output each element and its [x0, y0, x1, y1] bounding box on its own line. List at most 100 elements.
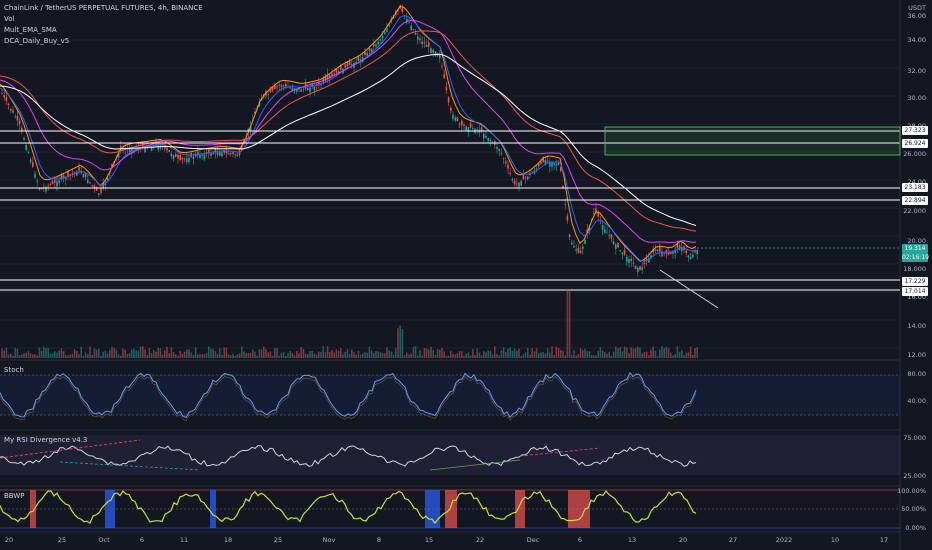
candle-body: [175, 154, 177, 157]
volume-bar: [436, 349, 439, 358]
volume-bar: [194, 347, 197, 358]
price-tick: 32.00: [907, 67, 926, 75]
volume-bar: [326, 346, 329, 358]
volume-bar: [502, 347, 505, 358]
volume-bar: [285, 355, 287, 358]
volume-bar: [73, 349, 76, 358]
stoch-title[interactable]: Stoch: [4, 366, 24, 374]
candle-body: [309, 87, 311, 93]
candle-body: [573, 246, 575, 248]
volume-bar: [331, 349, 333, 358]
candle-body: [472, 128, 474, 129]
rsi-tick: 25.000: [903, 472, 926, 480]
candle-body: [434, 51, 437, 56]
volume-bar: [293, 355, 296, 358]
candle-body: [674, 249, 676, 253]
volume-bar: [667, 348, 670, 358]
volume-bar: [252, 349, 254, 358]
volume-bar: [381, 353, 384, 358]
candle-body: [324, 76, 327, 81]
volume-bar: [579, 348, 582, 358]
volume-bar: [322, 346, 324, 358]
volume-bar: [443, 351, 445, 358]
volume-bar: [164, 350, 166, 358]
volume-bar: [489, 350, 492, 358]
candle-body: [344, 64, 346, 68]
date-label: 18: [223, 536, 233, 544]
candle-body: [373, 44, 375, 47]
volume-bar: [139, 346, 142, 358]
volume-bar: [634, 348, 637, 358]
volume-bar: [170, 347, 173, 358]
volume-bar: [533, 351, 536, 358]
candle-body: [593, 212, 595, 214]
volume-bar: [542, 352, 544, 358]
volume-bar: [289, 350, 291, 358]
volume-bar: [291, 352, 294, 358]
candle-body: [538, 163, 540, 167]
indicator-vol[interactable]: Vol: [4, 15, 15, 23]
volume-bar: [203, 354, 206, 358]
volume-bar: [421, 355, 423, 358]
volume-bar: [287, 352, 289, 358]
candle-body: [419, 38, 421, 40]
volume-bar: [342, 354, 344, 358]
volume-bar: [386, 347, 388, 358]
candle-body: [606, 232, 608, 234]
bbwp-title[interactable]: BBWP: [4, 492, 25, 500]
volume-bar: [298, 353, 300, 358]
candle-body: [579, 250, 582, 254]
price-tick: 16.00: [907, 293, 926, 301]
candle-body: [120, 146, 122, 150]
volume-bar: [681, 349, 683, 358]
candle-body: [366, 52, 368, 56]
volume-bar: [582, 350, 584, 358]
volume-bar: [597, 350, 599, 358]
volume-bar: [25, 352, 27, 358]
volume-bar: [604, 352, 606, 358]
rsi-title[interactable]: My RSI Divergence v4.3: [4, 436, 88, 444]
volume-bar: [122, 348, 124, 358]
volume-bar: [630, 347, 632, 358]
volume-bar: [348, 353, 351, 358]
candle-body: [58, 180, 60, 183]
volume-bar: [568, 291, 571, 358]
candle-body: [467, 127, 470, 132]
volume-bar: [518, 348, 520, 358]
indicator-dca[interactable]: DCA_Daily_Buy_v5: [4, 37, 70, 45]
candle-body: [340, 64, 342, 70]
volume-bar: [192, 355, 195, 358]
candle-body: [208, 149, 210, 154]
candle-body: [555, 163, 558, 166]
candle-body: [687, 255, 690, 258]
symbol-title[interactable]: ChainLink / TetherUS PERPETUAL FUTURES, …: [4, 4, 203, 12]
candle-body: [670, 252, 672, 255]
volume-bar: [146, 354, 148, 358]
volume-bar: [546, 348, 549, 358]
candle-body: [661, 252, 663, 257]
volume-bar: [247, 352, 250, 358]
stoch-tick: 80.00: [907, 370, 926, 378]
candle-body: [421, 41, 423, 45]
volume-bar: [683, 355, 685, 358]
bbwp-highlight: [425, 490, 440, 528]
candle-body: [166, 147, 168, 151]
volume-bar: [650, 349, 652, 358]
candle-body: [111, 163, 113, 168]
volume-bar: [531, 348, 533, 358]
volume-bar: [619, 347, 621, 358]
candle-body: [511, 178, 514, 181]
volume-bar: [230, 355, 232, 358]
candle-body: [214, 149, 217, 153]
volume-bar: [227, 354, 230, 358]
volume-bar: [87, 354, 89, 358]
volume-bar: [373, 352, 375, 358]
bbwp-highlight: [445, 490, 457, 528]
candle-body: [210, 153, 212, 156]
indicator-mult-ema-sma[interactable]: Mult_EMA_SMA: [4, 26, 57, 34]
volume-bar: [89, 346, 91, 358]
candle-body: [496, 147, 498, 150]
volume-bar: [267, 352, 269, 358]
